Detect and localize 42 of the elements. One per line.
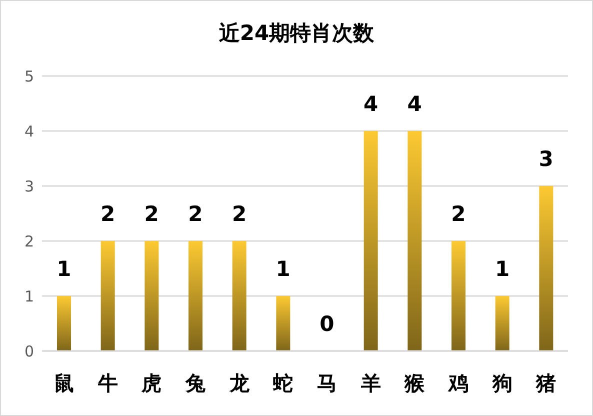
x-tick-label: 鸡 bbox=[447, 371, 468, 395]
data-label: 4 bbox=[407, 92, 422, 116]
y-tick-label: 4 bbox=[24, 122, 34, 140]
data-label: 1 bbox=[494, 257, 510, 281]
x-tick-label: 虎 bbox=[140, 371, 162, 395]
data-label: 1 bbox=[276, 257, 290, 281]
x-tick-label: 龙 bbox=[228, 371, 250, 395]
bar bbox=[408, 131, 422, 351]
x-tick-label: 猪 bbox=[535, 371, 556, 395]
bar bbox=[188, 241, 202, 351]
data-label: 2 bbox=[188, 202, 203, 226]
bar bbox=[452, 241, 466, 351]
bar bbox=[232, 241, 246, 351]
chart-title: 近24期特肖次数 bbox=[218, 20, 376, 47]
y-tick-label: 2 bbox=[24, 232, 34, 250]
x-tick-label: 鼠 bbox=[54, 371, 74, 395]
data-label: 2 bbox=[451, 202, 466, 226]
bar bbox=[100, 241, 115, 351]
bar bbox=[276, 296, 290, 351]
x-tick-label: 牛 bbox=[96, 371, 118, 395]
y-tick-label: 0 bbox=[24, 342, 34, 360]
x-tick-label: 狗 bbox=[491, 371, 512, 395]
y-tick-label: 3 bbox=[24, 177, 34, 196]
x-tick-label: 猴 bbox=[404, 371, 426, 395]
data-label: 2 bbox=[232, 202, 247, 226]
data-label: 2 bbox=[144, 202, 159, 226]
bar bbox=[57, 296, 71, 351]
bar bbox=[495, 296, 510, 351]
y-tick-label: 5 bbox=[24, 67, 34, 86]
bar bbox=[144, 241, 159, 351]
x-tick-label: 蛇 bbox=[272, 371, 294, 395]
data-label: 4 bbox=[363, 92, 378, 116]
x-tick-label: 马 bbox=[316, 371, 337, 395]
data-label: 2 bbox=[100, 202, 116, 226]
data-label: 0 bbox=[320, 312, 334, 336]
y-tick-label: 1 bbox=[24, 287, 34, 306]
data-label: 1 bbox=[56, 257, 72, 281]
bar bbox=[539, 186, 554, 351]
x-tick-label: 羊 bbox=[360, 371, 381, 395]
x-tick-label: 兔 bbox=[184, 371, 206, 395]
data-label: 3 bbox=[538, 147, 554, 171]
bar bbox=[364, 131, 378, 351]
